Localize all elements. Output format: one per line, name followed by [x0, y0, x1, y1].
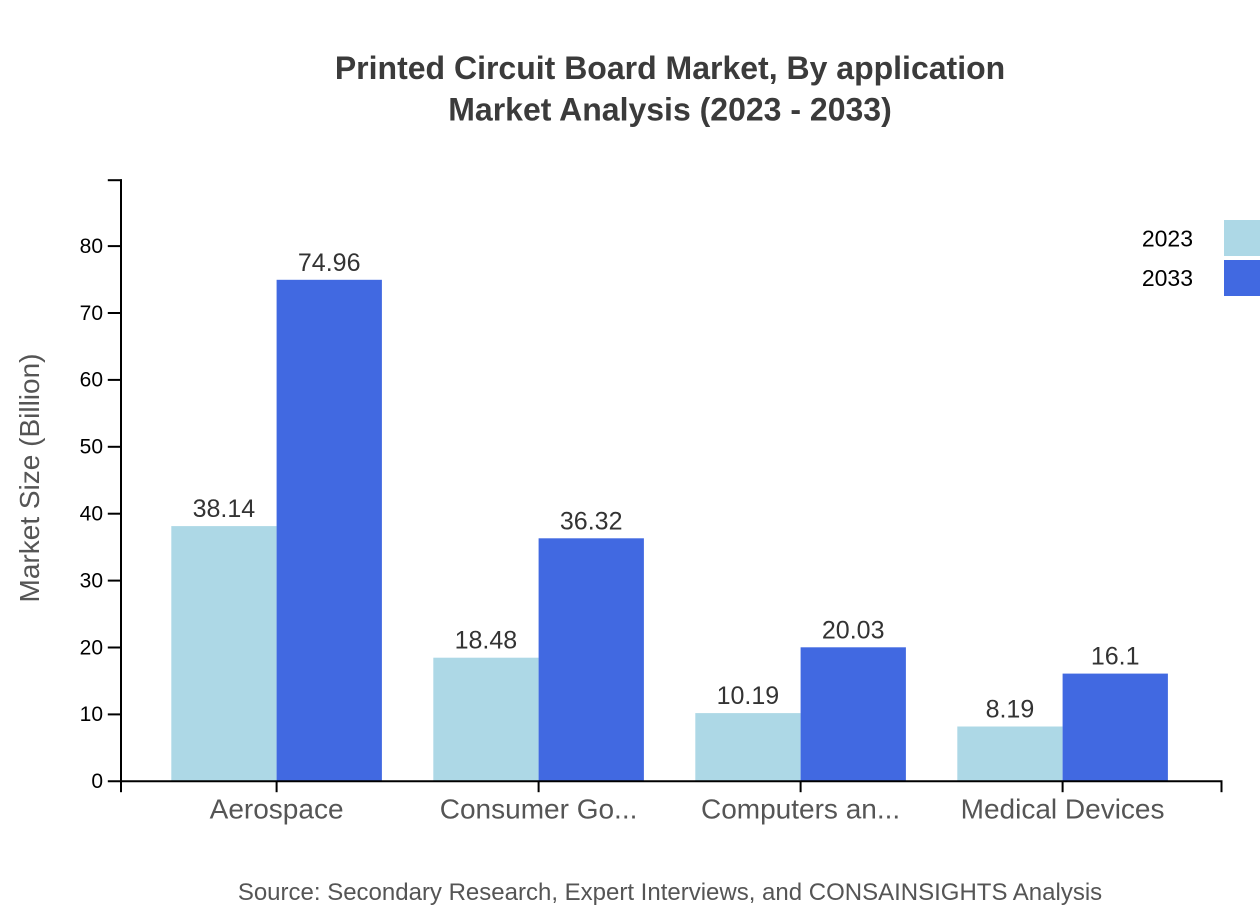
- svg-text:10: 10: [80, 703, 103, 726]
- svg-text:Consumer Go...: Consumer Go...: [440, 794, 638, 825]
- svg-text:10.19: 10.19: [717, 682, 780, 710]
- svg-text:30: 30: [80, 569, 103, 592]
- svg-text:Market Size (Billion): Market Size (Billion): [14, 354, 45, 603]
- svg-text:Computers an...: Computers an...: [701, 794, 900, 825]
- svg-text:40: 40: [80, 503, 103, 526]
- svg-text:18.48: 18.48: [455, 627, 518, 655]
- svg-text:38.14: 38.14: [193, 495, 256, 523]
- svg-text:50: 50: [80, 436, 103, 459]
- svg-text:Medical Devices: Medical Devices: [961, 794, 1165, 825]
- svg-text:80: 80: [80, 235, 103, 258]
- svg-text:20: 20: [80, 636, 103, 659]
- svg-text:2023: 2023: [1142, 225, 1193, 251]
- svg-text:Aerospace: Aerospace: [210, 794, 344, 825]
- svg-text:36.32: 36.32: [560, 507, 623, 535]
- svg-text:2033: 2033: [1142, 265, 1193, 291]
- svg-text:20.03: 20.03: [822, 616, 885, 644]
- svg-text:Source: Secondary Research, Ex: Source: Secondary Research, Expert Inter…: [238, 879, 1102, 906]
- svg-text:60: 60: [80, 369, 103, 392]
- svg-text:70: 70: [80, 302, 103, 325]
- svg-text:8.19: 8.19: [986, 696, 1035, 724]
- svg-text:Printed Circuit Board Market,: Printed Circuit Board Market, By applica…: [335, 50, 1005, 86]
- svg-text:Market Analysis (2023 - 2033): Market Analysis (2023 - 2033): [448, 92, 892, 128]
- svg-text:16.1: 16.1: [1091, 643, 1140, 671]
- svg-text:0: 0: [91, 770, 103, 793]
- svg-text:74.96: 74.96: [298, 249, 361, 277]
